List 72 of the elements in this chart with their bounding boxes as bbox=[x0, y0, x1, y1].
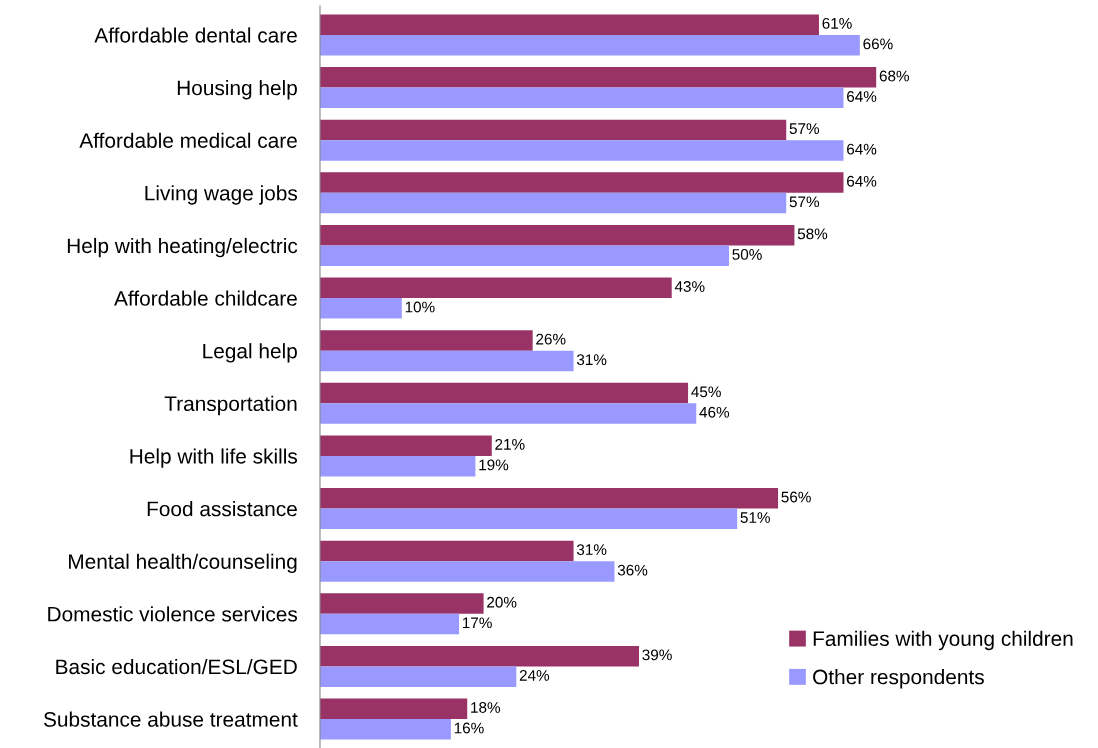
bar bbox=[320, 540, 574, 562]
y-tick-label: Affordable childcare bbox=[114, 290, 297, 306]
data-label: 31% bbox=[576, 354, 607, 366]
bar bbox=[320, 172, 844, 193]
bar bbox=[320, 561, 615, 582]
data-label: 50% bbox=[732, 248, 762, 260]
data-label: 46% bbox=[699, 406, 730, 418]
data-label: 64% bbox=[847, 91, 877, 102]
data-label: 39% bbox=[642, 649, 672, 661]
bar bbox=[320, 455, 476, 477]
bar bbox=[320, 298, 402, 319]
bar bbox=[320, 350, 574, 372]
y-tick-label: Food assistance bbox=[147, 501, 297, 517]
data-label: 17% bbox=[462, 617, 492, 629]
data-label: 57% bbox=[789, 123, 820, 135]
bar bbox=[320, 34, 860, 56]
data-label: 19% bbox=[479, 459, 509, 471]
bar bbox=[320, 87, 844, 109]
y-tick-label: Transportation bbox=[164, 395, 297, 416]
bar bbox=[320, 224, 795, 246]
legend-label: Families with young children bbox=[813, 630, 1073, 651]
data-label: 64% bbox=[847, 175, 877, 187]
data-label: 57% bbox=[789, 196, 820, 208]
bar bbox=[320, 277, 672, 299]
data-label: 66% bbox=[863, 38, 893, 50]
y-tick-label: Help with heating/electric bbox=[67, 237, 298, 258]
data-label: 16% bbox=[454, 722, 484, 734]
bar bbox=[320, 435, 492, 456]
bar bbox=[320, 719, 451, 740]
data-label: 20% bbox=[487, 596, 517, 608]
data-label: 58% bbox=[797, 228, 828, 240]
bar bbox=[320, 403, 697, 424]
data-label: 61% bbox=[822, 17, 852, 29]
y-tick-label: Basic education/ESL/GED bbox=[56, 658, 297, 675]
bar bbox=[320, 245, 729, 266]
bar bbox=[320, 698, 468, 720]
y-tick-label: Legal help bbox=[203, 343, 297, 363]
bar bbox=[320, 192, 787, 214]
y-tick-label: Living wage jobs bbox=[145, 185, 298, 205]
data-label: 64% bbox=[847, 143, 877, 155]
bar bbox=[320, 666, 517, 687]
bar bbox=[320, 67, 877, 88]
data-label: 31% bbox=[576, 544, 607, 556]
bar bbox=[320, 382, 689, 404]
data-label: 26% bbox=[536, 333, 566, 345]
bar bbox=[320, 613, 460, 635]
bar bbox=[320, 140, 844, 161]
legend-label: Other respondents bbox=[813, 669, 984, 689]
y-tick-label: Domestic violence services bbox=[48, 606, 298, 622]
bar bbox=[320, 593, 484, 614]
bar bbox=[320, 488, 779, 509]
bar bbox=[320, 14, 819, 35]
data-label: 56% bbox=[781, 491, 811, 503]
y-tick-label: Affordable dental care bbox=[94, 27, 297, 43]
bar bbox=[320, 645, 639, 667]
bar bbox=[320, 119, 787, 141]
data-label: 43% bbox=[674, 281, 705, 292]
data-label: 24% bbox=[519, 669, 550, 681]
bar bbox=[320, 330, 533, 351]
y-tick-label: Housing help bbox=[177, 80, 297, 100]
data-label: 10% bbox=[405, 301, 435, 313]
data-label: 51% bbox=[740, 512, 770, 523]
bar bbox=[320, 508, 738, 530]
data-label: 36% bbox=[617, 564, 648, 576]
y-tick-label: Affordable medical care bbox=[79, 132, 297, 148]
y-tick-label: Substance abuse treatment bbox=[43, 711, 298, 727]
data-label: 18% bbox=[471, 702, 501, 713]
data-label: 68% bbox=[879, 70, 910, 82]
y-tick-label: Help with life skills bbox=[130, 448, 298, 468]
data-label: 45% bbox=[691, 386, 721, 398]
y-tick-label: Mental health/counseling bbox=[69, 553, 297, 574]
data-label: 21% bbox=[495, 438, 525, 450]
